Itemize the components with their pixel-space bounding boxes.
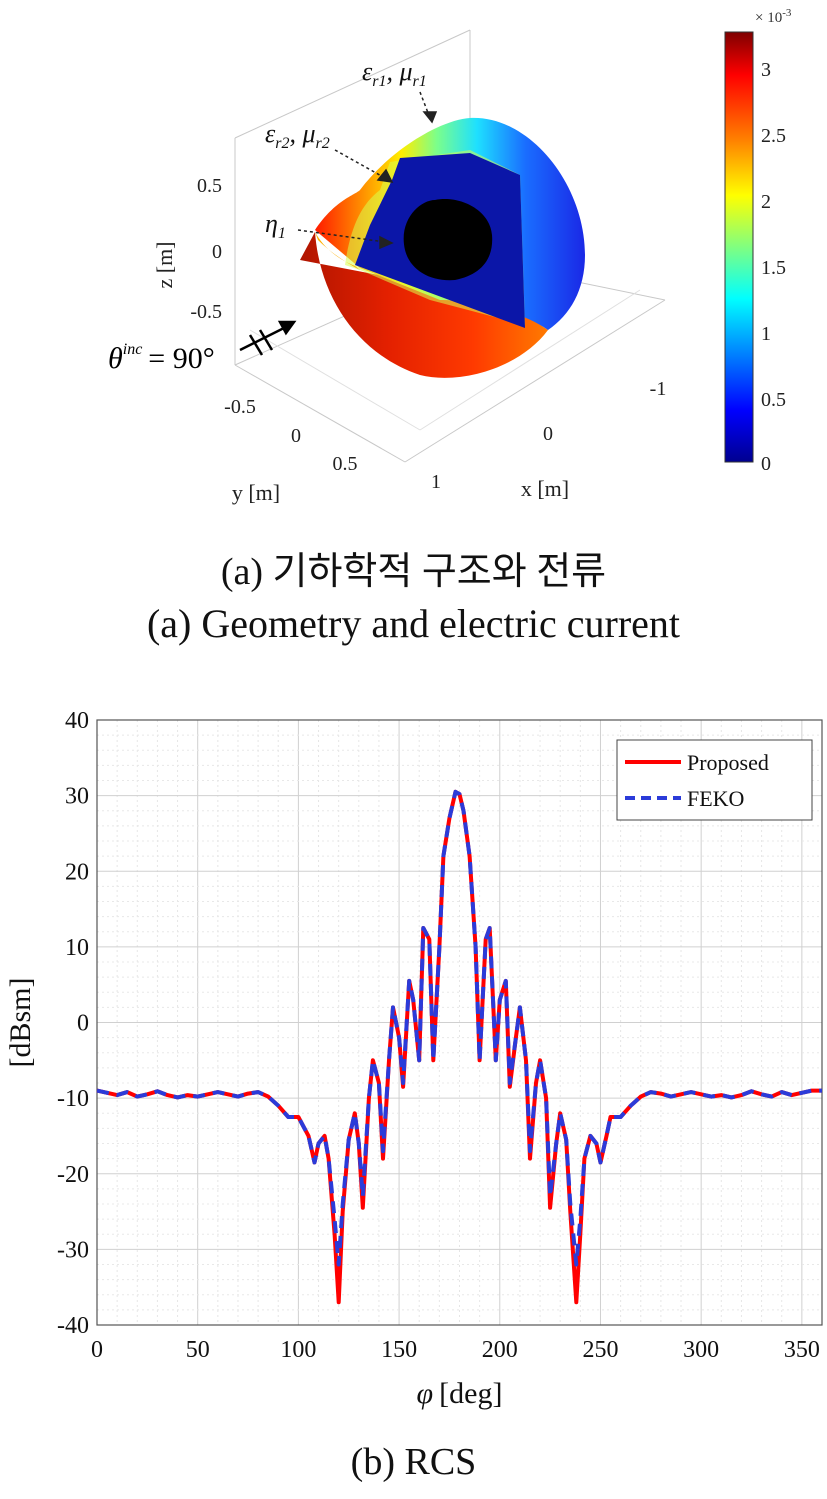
y-tick-label: 40	[65, 708, 89, 734]
x-tick: 1	[431, 471, 441, 493]
z-tick: 0.5	[197, 175, 222, 197]
y-tick-label: 0	[77, 1011, 89, 1037]
y-tick: 0	[291, 425, 301, 447]
legend-entry-proposed: Proposed	[687, 750, 769, 775]
z-tick: -0.5	[190, 301, 222, 323]
colorbar-exponent: × 10-3	[755, 7, 792, 26]
x-axis-ticks: 0 50 100 150 200 250 300 350	[91, 1337, 820, 1363]
colorbar-tick: 1.5	[761, 257, 786, 279]
sphere-model	[300, 117, 585, 378]
x-axis-label: φ [deg]	[417, 1377, 503, 1410]
x-tick-label: 200	[482, 1337, 518, 1363]
y-tick: -0.5	[224, 396, 256, 418]
colorbar-tick: 3	[761, 59, 771, 81]
y-axis-label: [dBsm]	[4, 978, 37, 1068]
outer-layer-label: εr1, μr1	[362, 57, 427, 90]
rcs-chart: -40 -30 -20 -10 0 10 20 30 40 0 50 100 150 200 250 300…	[4, 708, 823, 1410]
legend-entry-feko: FEKO	[687, 786, 744, 811]
x-tick: 0	[543, 423, 553, 445]
y-tick-label: -20	[57, 1162, 89, 1188]
x-axis-symbol: φ	[417, 1377, 434, 1410]
incidence-angle-label: θinc = 90°	[108, 341, 215, 375]
outer-shell-bottom	[300, 232, 548, 378]
y-tick-label: -40	[57, 1313, 89, 1339]
layer-annotations: εr1, μr1 εr2, μr2 η1	[265, 57, 427, 242]
y-tick-label: -30	[57, 1237, 89, 1263]
colorbar: × 10-3 3 2.5 2 1.5 1 0.5 0	[724, 7, 792, 475]
x-tick-label: 150	[381, 1337, 417, 1363]
x-axis: -1 0 1	[431, 378, 666, 493]
x-tick-label: 100	[280, 1337, 316, 1363]
y-tick-label: 20	[65, 859, 89, 885]
incidence-arrow	[239, 320, 297, 356]
chart-grid	[96, 719, 823, 1326]
colorbar-tick: 1	[761, 323, 771, 345]
x-tick-label: 50	[186, 1337, 210, 1363]
annotation-arrows	[297, 91, 438, 250]
colorbar-strip	[724, 31, 754, 463]
core-pec	[403, 199, 493, 281]
colorbar-tick: 2	[761, 191, 771, 213]
caption-a-korean: (a) 기하학적 구조와 전류	[220, 551, 607, 593]
geometry-figure: εr1, μr1 εr2, μr2 η1 θinc = 90° 0.5 0 -0.…	[108, 7, 792, 505]
colorbar-tick: 0.5	[761, 389, 786, 411]
chart-legend: Proposed FEKO	[616, 739, 813, 821]
y-tick-label: -10	[57, 1086, 89, 1112]
colorbar-tick: 0	[761, 453, 771, 475]
x-axis-label: x [m]	[521, 476, 569, 501]
y-axis-label: y [m]	[232, 480, 280, 505]
z-tick: 0	[212, 241, 222, 263]
series-line-feko	[96, 789, 822, 1267]
plot-area	[96, 719, 823, 1326]
x-tick-label: 300	[683, 1337, 719, 1363]
y-axis-ticks: -40 -30 -20 -10 0 10 20 30 40	[57, 708, 89, 1339]
middle-layer-label: εr2, μr2	[265, 119, 330, 152]
colorbar-tick: 2.5	[761, 125, 786, 147]
y-tick: 0.5	[333, 453, 358, 475]
y-tick-label: 30	[65, 784, 89, 810]
y-tick-label: 10	[65, 935, 89, 961]
z-axis-label: z [m]	[152, 241, 177, 288]
z-axis: 0.5 0 -0.5	[190, 175, 222, 323]
y-axis: -0.5 0 0.5	[224, 396, 357, 475]
core-label: η1	[265, 209, 286, 242]
x-tick: -1	[650, 378, 667, 400]
x-tick-label: 0	[91, 1337, 103, 1363]
caption-b: (b) RCS	[350, 1441, 477, 1483]
caption-a-english: (a) Geometry and electric current	[146, 601, 681, 646]
legend-box	[616, 739, 813, 821]
x-tick-label: 250	[582, 1337, 618, 1363]
x-tick-label: 350	[784, 1337, 820, 1363]
x-axis-unit: [deg]	[439, 1377, 502, 1410]
